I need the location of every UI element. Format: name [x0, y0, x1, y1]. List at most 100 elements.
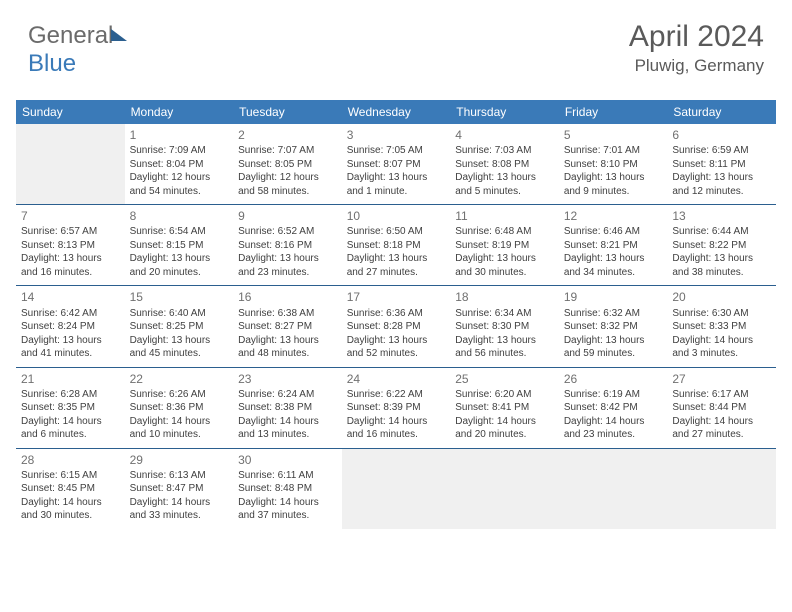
sunrise-text: Sunrise: 6:11 AM [238, 469, 337, 483]
weekday-header: Monday [125, 100, 234, 124]
sunset-text: Sunset: 8:07 PM [347, 158, 446, 172]
weekday-header-row: Sunday Monday Tuesday Wednesday Thursday… [16, 100, 776, 124]
daylight-text: and 30 minutes. [21, 509, 120, 523]
daylight-text: Daylight: 14 hours [672, 334, 771, 348]
day-number: 18 [455, 289, 554, 305]
calendar-cell: 20Sunrise: 6:30 AMSunset: 8:33 PMDayligh… [667, 286, 776, 367]
daylight-text: Daylight: 13 hours [347, 171, 446, 185]
daylight-text: Daylight: 13 hours [564, 252, 663, 266]
sunrise-text: Sunrise: 6:38 AM [238, 307, 337, 321]
daylight-text: and 52 minutes. [347, 347, 446, 361]
calendar-row: 21Sunrise: 6:28 AMSunset: 8:35 PMDayligh… [16, 367, 776, 448]
day-number: 3 [347, 127, 446, 143]
calendar-cell: 19Sunrise: 6:32 AMSunset: 8:32 PMDayligh… [559, 286, 668, 367]
daylight-text: Daylight: 13 hours [130, 334, 229, 348]
weekday-header: Thursday [450, 100, 559, 124]
daylight-text: Daylight: 14 hours [672, 415, 771, 429]
daylight-text: and 5 minutes. [455, 185, 554, 199]
sunrise-text: Sunrise: 6:15 AM [21, 469, 120, 483]
sunrise-text: Sunrise: 6:28 AM [21, 388, 120, 402]
calendar-cell: 2Sunrise: 7:07 AMSunset: 8:05 PMDaylight… [233, 124, 342, 205]
daylight-text: Daylight: 14 hours [455, 415, 554, 429]
calendar-cell: 3Sunrise: 7:05 AMSunset: 8:07 PMDaylight… [342, 124, 451, 205]
daylight-text: Daylight: 14 hours [21, 415, 120, 429]
daylight-text: Daylight: 13 hours [455, 252, 554, 266]
sunrise-text: Sunrise: 6:48 AM [455, 225, 554, 239]
calendar-cell: 21Sunrise: 6:28 AMSunset: 8:35 PMDayligh… [16, 367, 125, 448]
daylight-text: and 13 minutes. [238, 428, 337, 442]
day-number: 16 [238, 289, 337, 305]
calendar-cell: 12Sunrise: 6:46 AMSunset: 8:21 PMDayligh… [559, 205, 668, 286]
day-number: 22 [130, 371, 229, 387]
day-number: 9 [238, 208, 337, 224]
daylight-text: and 9 minutes. [564, 185, 663, 199]
sunset-text: Sunset: 8:28 PM [347, 320, 446, 334]
daylight-text: and 20 minutes. [130, 266, 229, 280]
sunrise-text: Sunrise: 6:54 AM [130, 225, 229, 239]
daylight-text: and 59 minutes. [564, 347, 663, 361]
sunset-text: Sunset: 8:32 PM [564, 320, 663, 334]
daylight-text: and 37 minutes. [238, 509, 337, 523]
daylight-text: Daylight: 13 hours [564, 334, 663, 348]
day-number: 11 [455, 208, 554, 224]
calendar-cell: 30Sunrise: 6:11 AMSunset: 8:48 PMDayligh… [233, 448, 342, 529]
sunset-text: Sunset: 8:13 PM [21, 239, 120, 253]
calendar-cell: 13Sunrise: 6:44 AMSunset: 8:22 PMDayligh… [667, 205, 776, 286]
daylight-text: Daylight: 13 hours [455, 334, 554, 348]
sunset-text: Sunset: 8:21 PM [564, 239, 663, 253]
sunrise-text: Sunrise: 6:34 AM [455, 307, 554, 321]
weekday-header: Friday [559, 100, 668, 124]
header: April 2024 Pluwig, Germany [629, 20, 764, 76]
daylight-text: and 27 minutes. [347, 266, 446, 280]
daylight-text: Daylight: 14 hours [21, 496, 120, 510]
calendar-cell: 16Sunrise: 6:38 AMSunset: 8:27 PMDayligh… [233, 286, 342, 367]
calendar-cell: 9Sunrise: 6:52 AMSunset: 8:16 PMDaylight… [233, 205, 342, 286]
daylight-text: Daylight: 13 hours [21, 334, 120, 348]
calendar-row: 14Sunrise: 6:42 AMSunset: 8:24 PMDayligh… [16, 286, 776, 367]
day-number: 1 [130, 127, 229, 143]
day-number: 7 [21, 208, 120, 224]
calendar-cell: 29Sunrise: 6:13 AMSunset: 8:47 PMDayligh… [125, 448, 234, 529]
daylight-text: and 54 minutes. [130, 185, 229, 199]
daylight-text: and 12 minutes. [672, 185, 771, 199]
sunrise-text: Sunrise: 6:32 AM [564, 307, 663, 321]
day-number: 2 [238, 127, 337, 143]
sunrise-text: Sunrise: 6:36 AM [347, 307, 446, 321]
sunset-text: Sunset: 8:41 PM [455, 401, 554, 415]
daylight-text: Daylight: 12 hours [238, 171, 337, 185]
daylight-text: and 23 minutes. [564, 428, 663, 442]
sunset-text: Sunset: 8:11 PM [672, 158, 771, 172]
logo-text-1: General [28, 22, 113, 49]
sunset-text: Sunset: 8:19 PM [455, 239, 554, 253]
sunrise-text: Sunrise: 6:20 AM [455, 388, 554, 402]
calendar-cell [342, 448, 451, 529]
sunset-text: Sunset: 8:15 PM [130, 239, 229, 253]
daylight-text: and 30 minutes. [455, 266, 554, 280]
calendar-cell: 10Sunrise: 6:50 AMSunset: 8:18 PMDayligh… [342, 205, 451, 286]
calendar-cell [667, 448, 776, 529]
logo-text-2: Blue [28, 50, 76, 77]
daylight-text: Daylight: 14 hours [130, 496, 229, 510]
logo-triangle-icon [111, 29, 127, 41]
calendar-cell: 5Sunrise: 7:01 AMSunset: 8:10 PMDaylight… [559, 124, 668, 205]
sunset-text: Sunset: 8:44 PM [672, 401, 771, 415]
day-number: 28 [21, 452, 120, 468]
logo: General Blue [28, 22, 127, 78]
day-number: 21 [21, 371, 120, 387]
daylight-text: and 58 minutes. [238, 185, 337, 199]
sunset-text: Sunset: 8:39 PM [347, 401, 446, 415]
sunrise-text: Sunrise: 7:01 AM [564, 144, 663, 158]
calendar-row: 1Sunrise: 7:09 AMSunset: 8:04 PMDaylight… [16, 124, 776, 205]
sunset-text: Sunset: 8:35 PM [21, 401, 120, 415]
daylight-text: Daylight: 13 hours [347, 334, 446, 348]
calendar-cell [16, 124, 125, 205]
sunset-text: Sunset: 8:08 PM [455, 158, 554, 172]
calendar-cell: 1Sunrise: 7:09 AMSunset: 8:04 PMDaylight… [125, 124, 234, 205]
sunset-text: Sunset: 8:18 PM [347, 239, 446, 253]
weekday-header: Saturday [667, 100, 776, 124]
calendar-cell: 8Sunrise: 6:54 AMSunset: 8:15 PMDaylight… [125, 205, 234, 286]
day-number: 6 [672, 127, 771, 143]
sunrise-text: Sunrise: 6:50 AM [347, 225, 446, 239]
day-number: 30 [238, 452, 337, 468]
sunrise-text: Sunrise: 6:26 AM [130, 388, 229, 402]
